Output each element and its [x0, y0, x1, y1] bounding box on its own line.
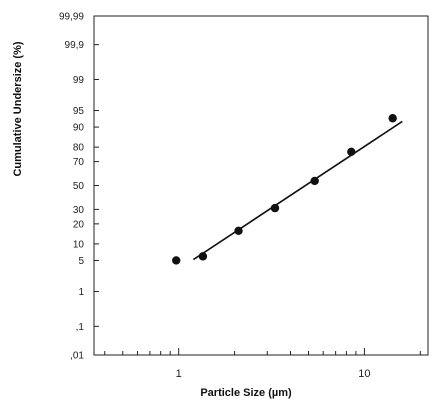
y-tick-label: 90: [73, 123, 85, 134]
y-tick-label: 99,9: [65, 40, 85, 51]
y-tick-label: 95: [73, 106, 85, 117]
data-point: [347, 147, 356, 157]
data-point: [234, 226, 243, 236]
y-tick-label: ,1: [76, 322, 85, 333]
plot-frame: [93, 15, 429, 356]
data-point: [388, 114, 397, 123]
x-tick-label: 1: [176, 368, 182, 380]
y-tick-label: 70: [73, 157, 85, 168]
y-tick-label: 5: [78, 256, 84, 267]
y-tick-label: 10: [73, 239, 85, 250]
y-tick-label: 30: [73, 205, 85, 216]
y-tick-label: 99,99: [59, 12, 84, 23]
fit-line: [192, 120, 403, 261]
y-tick-label: 1: [78, 287, 84, 298]
x-axis-title: Particle Size (µm): [200, 387, 292, 399]
y-tick-label: ,01: [70, 351, 84, 362]
y-tick-label: 80: [73, 143, 85, 154]
y-axis-title: Cumulative Undersize (%): [12, 41, 24, 176]
y-tick-label: 20: [73, 219, 85, 230]
y-tick-label: 50: [73, 181, 85, 192]
data-point: [270, 203, 280, 213]
data-point: [172, 256, 181, 265]
y-tick-label: 99: [73, 75, 85, 86]
data-point: [310, 176, 319, 186]
x-tick-label: 10: [358, 368, 370, 380]
data-point: [198, 252, 208, 261]
